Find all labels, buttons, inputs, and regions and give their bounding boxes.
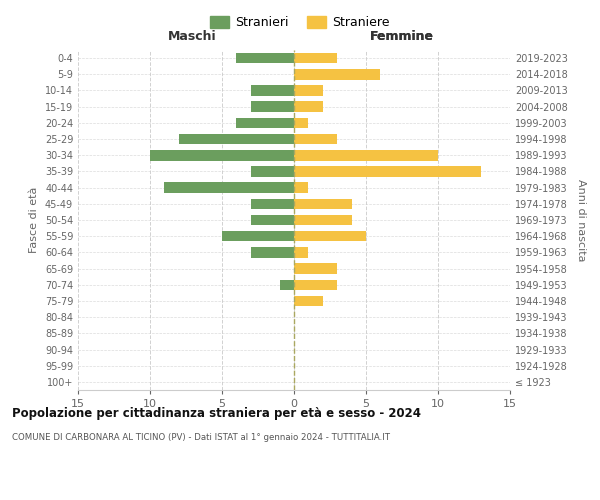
- Bar: [280, 280, 294, 290]
- Bar: [294, 296, 323, 306]
- Bar: [251, 247, 294, 258]
- Legend: Stranieri, Straniere: Stranieri, Straniere: [205, 11, 395, 34]
- Bar: [294, 118, 308, 128]
- Bar: [294, 102, 323, 112]
- Bar: [294, 198, 352, 209]
- Bar: [294, 53, 337, 64]
- Bar: [251, 198, 294, 209]
- Bar: [150, 150, 294, 160]
- Y-axis label: Anni di nascita: Anni di nascita: [576, 179, 586, 261]
- Bar: [251, 214, 294, 226]
- Bar: [294, 69, 380, 80]
- Text: Popolazione per cittadinanza straniera per età e sesso - 2024: Popolazione per cittadinanza straniera p…: [12, 408, 421, 420]
- Bar: [294, 85, 323, 96]
- Bar: [164, 182, 294, 193]
- Bar: [294, 150, 438, 160]
- Bar: [179, 134, 294, 144]
- Bar: [222, 231, 294, 241]
- Text: COMUNE DI CARBONARA AL TICINO (PV) - Dati ISTAT al 1° gennaio 2024 - TUTTITALIA.: COMUNE DI CARBONARA AL TICINO (PV) - Dat…: [12, 432, 390, 442]
- Bar: [236, 53, 294, 64]
- Bar: [294, 166, 481, 176]
- Bar: [294, 214, 352, 226]
- Bar: [294, 264, 337, 274]
- Bar: [294, 134, 337, 144]
- Text: Maschi: Maschi: [167, 30, 217, 43]
- Bar: [236, 118, 294, 128]
- Text: Femmine: Femmine: [370, 30, 434, 43]
- Text: Femmine: Femmine: [370, 30, 434, 43]
- Bar: [251, 102, 294, 112]
- Bar: [294, 182, 308, 193]
- Y-axis label: Fasce di età: Fasce di età: [29, 187, 39, 253]
- Bar: [251, 166, 294, 176]
- Bar: [294, 231, 366, 241]
- Bar: [251, 85, 294, 96]
- Bar: [294, 247, 308, 258]
- Bar: [294, 280, 337, 290]
